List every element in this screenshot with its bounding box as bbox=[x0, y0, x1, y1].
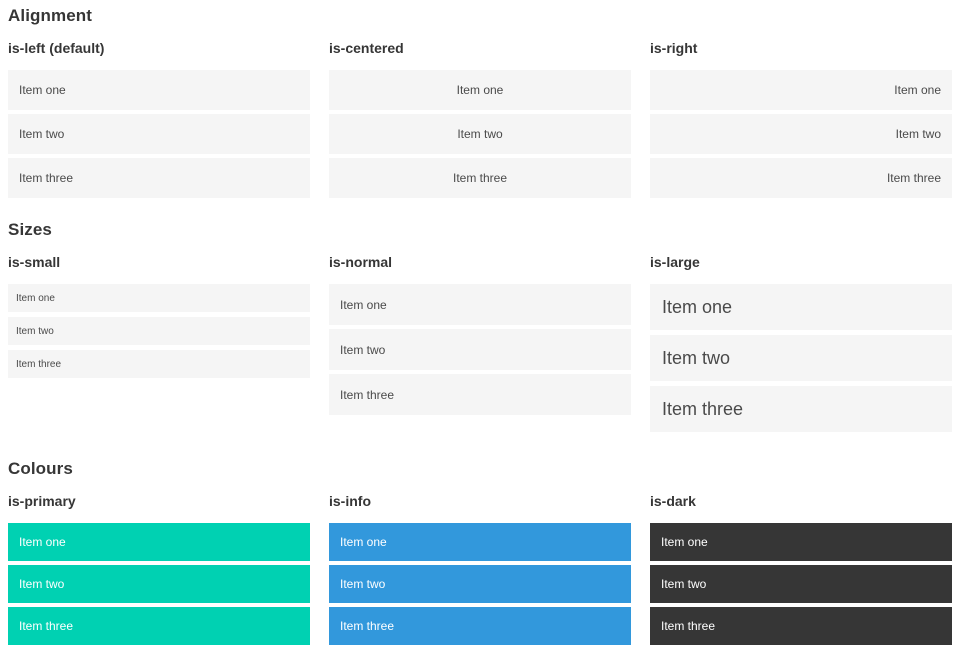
section-colours: Colours is-primary Item one Item two Ite… bbox=[8, 458, 952, 645]
column-label-is-right: is-right bbox=[650, 40, 698, 56]
column-label-is-dark: is-dark bbox=[650, 493, 696, 509]
list-column-is-info: is-info Item one Item two Item three bbox=[329, 493, 631, 645]
column-label-is-normal: is-normal bbox=[329, 254, 393, 270]
list-column-is-large: is-large Item one Item two Item three bbox=[650, 254, 952, 437]
list-is-info: Item one Item two Item three bbox=[329, 523, 631, 645]
list-item: Item one bbox=[650, 284, 952, 330]
section-sizes: Sizes is-small Item one Item two Item th… bbox=[8, 219, 952, 437]
list-is-centered: Item one Item two Item three bbox=[329, 70, 631, 198]
section-alignment: Alignment is-left (default) Item one Ite… bbox=[8, 5, 952, 198]
list-column-is-centered: is-centered Item one Item two Item three bbox=[329, 40, 631, 198]
list-is-large: Item one Item two Item three bbox=[650, 284, 952, 432]
section-title-colours: Colours bbox=[8, 459, 73, 478]
column-label-is-large: is-large bbox=[650, 254, 700, 270]
list-is-right: Item one Item two Item three bbox=[650, 70, 952, 198]
list-is-small: Item one Item two Item three bbox=[8, 284, 310, 378]
list-item: Item two bbox=[329, 565, 631, 603]
list-item: Item two bbox=[650, 565, 952, 603]
list-column-is-normal: is-normal Item one Item two Item three bbox=[329, 254, 631, 437]
list-item: Item two bbox=[329, 114, 631, 154]
list-item: Item three bbox=[650, 158, 952, 198]
list-item: Item three bbox=[329, 607, 631, 645]
column-label-is-left: is-left (default) bbox=[8, 40, 105, 56]
section-title-sizes: Sizes bbox=[8, 220, 52, 239]
alignment-columns: is-left (default) Item one Item two Item… bbox=[8, 40, 952, 198]
list-item: Item three bbox=[8, 350, 310, 378]
list-is-left: Item one Item two Item three bbox=[8, 70, 310, 198]
colours-columns: is-primary Item one Item two Item three … bbox=[8, 493, 952, 645]
list-item: Item one bbox=[650, 70, 952, 110]
list-item: Item two bbox=[8, 114, 310, 154]
list-item: Item one bbox=[329, 284, 631, 325]
list-column-is-left: is-left (default) Item one Item two Item… bbox=[8, 40, 310, 198]
list-item: Item one bbox=[329, 70, 631, 110]
list-item: Item two bbox=[8, 317, 310, 345]
list-item: Item three bbox=[8, 158, 310, 198]
list-is-normal: Item one Item two Item three bbox=[329, 284, 631, 415]
column-label-is-small: is-small bbox=[8, 254, 61, 270]
list-item: Item one bbox=[8, 523, 310, 561]
list-item: Item one bbox=[329, 523, 631, 561]
column-label-is-centered: is-centered bbox=[329, 40, 404, 56]
list-item: Item one bbox=[8, 70, 310, 110]
list-column-is-dark: is-dark Item one Item two Item three bbox=[650, 493, 952, 645]
list-item: Item three bbox=[329, 158, 631, 198]
column-label-is-primary: is-primary bbox=[8, 493, 76, 509]
list-item: Item one bbox=[8, 284, 310, 312]
list-item: Item one bbox=[650, 523, 952, 561]
section-title-alignment: Alignment bbox=[8, 6, 93, 25]
list-item: Item three bbox=[8, 607, 310, 645]
list-item: Item two bbox=[650, 114, 952, 154]
list-item: Item two bbox=[329, 329, 631, 370]
list-column-is-small: is-small Item one Item two Item three bbox=[8, 254, 310, 437]
list-item: Item two bbox=[8, 565, 310, 603]
list-column-is-primary: is-primary Item one Item two Item three bbox=[8, 493, 310, 645]
list-is-dark: Item one Item two Item three bbox=[650, 523, 952, 645]
list-item: Item three bbox=[329, 374, 631, 415]
column-label-is-info: is-info bbox=[329, 493, 371, 509]
sizes-columns: is-small Item one Item two Item three is… bbox=[8, 254, 952, 437]
list-column-is-right: is-right Item one Item two Item three bbox=[650, 40, 952, 198]
list-item: Item three bbox=[650, 386, 952, 432]
list-is-primary: Item one Item two Item three bbox=[8, 523, 310, 645]
list-item: Item three bbox=[650, 607, 952, 645]
list-item: Item two bbox=[650, 335, 952, 381]
